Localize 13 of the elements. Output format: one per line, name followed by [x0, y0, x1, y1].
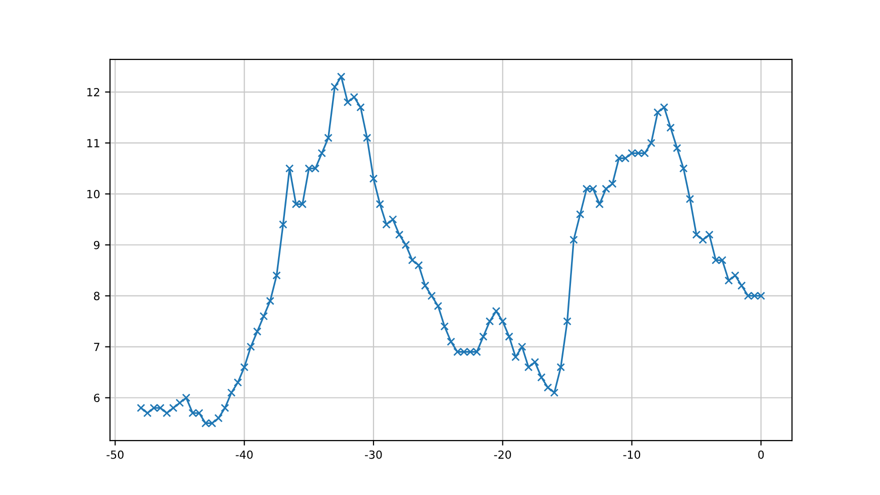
y-tick-label: 9 — [94, 240, 100, 250]
x-tick-label: -40 — [236, 450, 253, 459]
y-tick-label: 12 — [87, 88, 100, 96]
y-tick-label: 6 — [94, 394, 100, 402]
y-tick-label: 8 — [94, 292, 100, 300]
x-tick-label: -50 — [106, 450, 124, 459]
x-tick-label: -10 — [623, 450, 640, 459]
x-tick-label: 0 — [758, 450, 764, 459]
x-tick-label: -20 — [494, 450, 512, 459]
y-tick-label: 10 — [87, 190, 100, 198]
x-tick-label: -30 — [364, 450, 382, 459]
y-tick-label: 11 — [87, 139, 100, 148]
y-tick-label: 7 — [94, 342, 100, 352]
